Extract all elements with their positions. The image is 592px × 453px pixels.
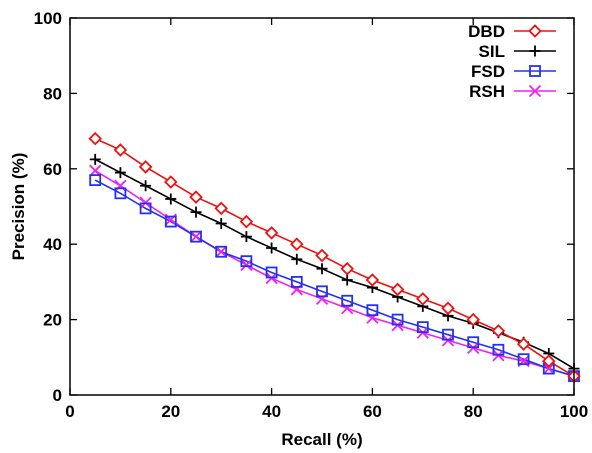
data-point-dbd [264, 226, 279, 240]
x-axis-title: Recall (%) [281, 430, 362, 449]
legend-marker-rsh [528, 84, 542, 98]
x-tick-label: 20 [161, 402, 180, 421]
data-point-dbd [138, 160, 153, 174]
data-point-dbd [416, 292, 430, 306]
data-point-rsh [542, 362, 555, 375]
data-point-rsh [315, 292, 329, 306]
data-point-sil [89, 153, 101, 165]
data-point-dbd [189, 190, 203, 204]
data-point-sil [316, 263, 328, 275]
data-point-sil [240, 231, 252, 243]
data-point-fsd [467, 336, 480, 349]
legend-label-rsh: RSH [469, 82, 505, 101]
y-tick-label: 40 [43, 235, 62, 254]
data-point-fsd [316, 285, 328, 298]
data-point-sil [140, 180, 152, 192]
data-point-sil [215, 217, 227, 229]
data-point-fsd [89, 174, 102, 187]
data-point-fsd [416, 321, 429, 334]
data-point-dbd [441, 301, 455, 316]
data-point-fsd [139, 202, 152, 215]
data-point-dbd [390, 282, 405, 297]
data-point-dbd [491, 324, 506, 338]
data-point-fsd [215, 245, 228, 258]
y-tick-label: 20 [43, 311, 62, 330]
data-point-fsd [391, 313, 404, 326]
data-point-dbd [516, 337, 531, 351]
data-point-dbd [542, 354, 556, 368]
data-point-rsh [114, 179, 127, 192]
data-point-dbd [315, 248, 329, 263]
data-point-fsd [114, 187, 127, 200]
data-point-dbd [113, 143, 128, 157]
data-point-rsh [189, 230, 203, 243]
x-tick-label: 40 [262, 402, 281, 421]
data-point-dbd [214, 201, 228, 216]
axis-ticks [69, 17, 575, 396]
x-tick-label: 100 [560, 402, 588, 421]
data-point-fsd [341, 294, 354, 307]
series-lines [94, 137, 575, 377]
data-point-dbd [340, 261, 354, 276]
data-point-rsh [341, 302, 354, 315]
data-point-rsh [290, 283, 303, 296]
x-tick-label: 0 [65, 402, 74, 421]
legend-marker-fsd [529, 65, 541, 77]
data-point-sil [291, 253, 303, 265]
data-point-sil [114, 167, 126, 179]
x-tick-label: 60 [363, 402, 382, 421]
data-point-fsd [366, 304, 379, 317]
x-tick-label: 80 [464, 402, 483, 421]
y-tick-label: 80 [43, 84, 62, 103]
data-point-fsd [290, 275, 303, 288]
data-point-rsh [240, 258, 253, 272]
data-point-dbd [466, 312, 480, 327]
data-point-fsd [517, 353, 530, 366]
data-point-fsd [265, 266, 278, 279]
data-point-fsd [492, 343, 505, 356]
data-point-fsd [442, 328, 454, 341]
y-tick-label: 0 [53, 386, 62, 405]
data-point-sil [190, 206, 202, 218]
data-point-fsd [164, 215, 177, 228]
data-point-dbd [290, 237, 304, 251]
legend-marker-dbd [528, 24, 542, 38]
legend-label-dbd: DBD [468, 22, 505, 41]
data-point-sil [266, 242, 278, 254]
data-point-fsd [190, 230, 202, 243]
y-axis-title: Precision (%) [9, 153, 28, 261]
legend-marker-sil [529, 45, 541, 57]
data-point-sil [165, 193, 177, 205]
series-line-fsd [94, 179, 575, 377]
series-markers [88, 131, 581, 383]
data-point-dbd [239, 214, 254, 229]
plot-frame [69, 17, 575, 396]
series-line-sil [94, 158, 575, 370]
y-tick-label: 100 [34, 9, 62, 28]
data-point-dbd [164, 175, 178, 189]
legend-label-sil: SIL [479, 42, 505, 61]
y-tick-label: 60 [43, 160, 62, 179]
data-point-rsh [215, 245, 228, 258]
data-point-sil [341, 274, 353, 286]
data-point-dbd [365, 273, 380, 287]
data-point-dbd [88, 131, 102, 146]
axis-tick-labels: 0 20 40 60 80 100 0 20 40 60 80 100 [34, 9, 589, 421]
series-line-dbd [94, 137, 575, 377]
data-point-rsh [366, 311, 379, 324]
data-point-fsd [240, 255, 253, 268]
legend-label-fsd: FSD [471, 62, 505, 81]
